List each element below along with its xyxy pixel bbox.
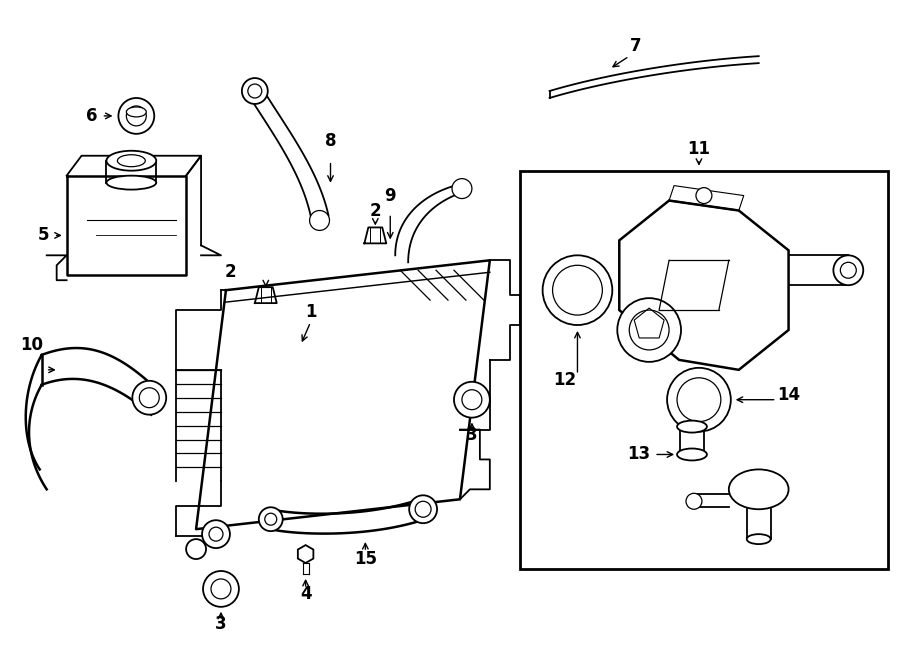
Text: 4: 4: [300, 585, 311, 603]
Ellipse shape: [106, 151, 157, 171]
Circle shape: [686, 493, 702, 509]
Circle shape: [310, 210, 329, 231]
Text: 14: 14: [777, 386, 800, 404]
Circle shape: [629, 310, 669, 350]
Text: 2: 2: [370, 202, 381, 219]
Circle shape: [202, 520, 230, 548]
Circle shape: [553, 265, 602, 315]
Text: 9: 9: [384, 186, 396, 204]
Circle shape: [667, 368, 731, 432]
Circle shape: [415, 501, 431, 517]
Circle shape: [186, 539, 206, 559]
Ellipse shape: [677, 420, 706, 432]
Text: 2: 2: [225, 263, 237, 281]
Circle shape: [203, 571, 238, 607]
Circle shape: [677, 378, 721, 422]
Circle shape: [462, 390, 482, 410]
Text: 3: 3: [215, 615, 227, 633]
Circle shape: [248, 84, 262, 98]
Text: 8: 8: [325, 132, 337, 150]
Text: 12: 12: [553, 371, 576, 389]
Ellipse shape: [126, 107, 147, 117]
Bar: [519, 171, 888, 569]
Ellipse shape: [729, 469, 788, 509]
Circle shape: [543, 255, 612, 325]
Circle shape: [211, 579, 231, 599]
Ellipse shape: [747, 534, 770, 544]
Circle shape: [841, 262, 856, 278]
Circle shape: [617, 298, 681, 362]
Circle shape: [410, 495, 437, 524]
Text: 3: 3: [466, 426, 478, 444]
Text: 11: 11: [688, 139, 710, 158]
Circle shape: [119, 98, 154, 134]
Ellipse shape: [677, 449, 706, 461]
Circle shape: [259, 507, 283, 531]
Text: 15: 15: [354, 550, 377, 568]
Text: 6: 6: [86, 107, 97, 125]
Text: 1: 1: [305, 303, 316, 321]
Circle shape: [132, 381, 166, 414]
Circle shape: [242, 78, 268, 104]
Circle shape: [265, 513, 276, 525]
Circle shape: [126, 106, 147, 126]
Text: 10: 10: [21, 336, 43, 354]
Circle shape: [696, 188, 712, 204]
Ellipse shape: [106, 176, 157, 190]
Circle shape: [452, 178, 472, 198]
Circle shape: [140, 388, 159, 408]
Circle shape: [250, 87, 259, 95]
Circle shape: [833, 255, 863, 285]
Ellipse shape: [117, 155, 145, 167]
Text: 13: 13: [627, 446, 651, 463]
Text: 5: 5: [38, 227, 50, 245]
Circle shape: [209, 527, 223, 541]
Circle shape: [454, 382, 490, 418]
Text: 7: 7: [629, 37, 641, 56]
